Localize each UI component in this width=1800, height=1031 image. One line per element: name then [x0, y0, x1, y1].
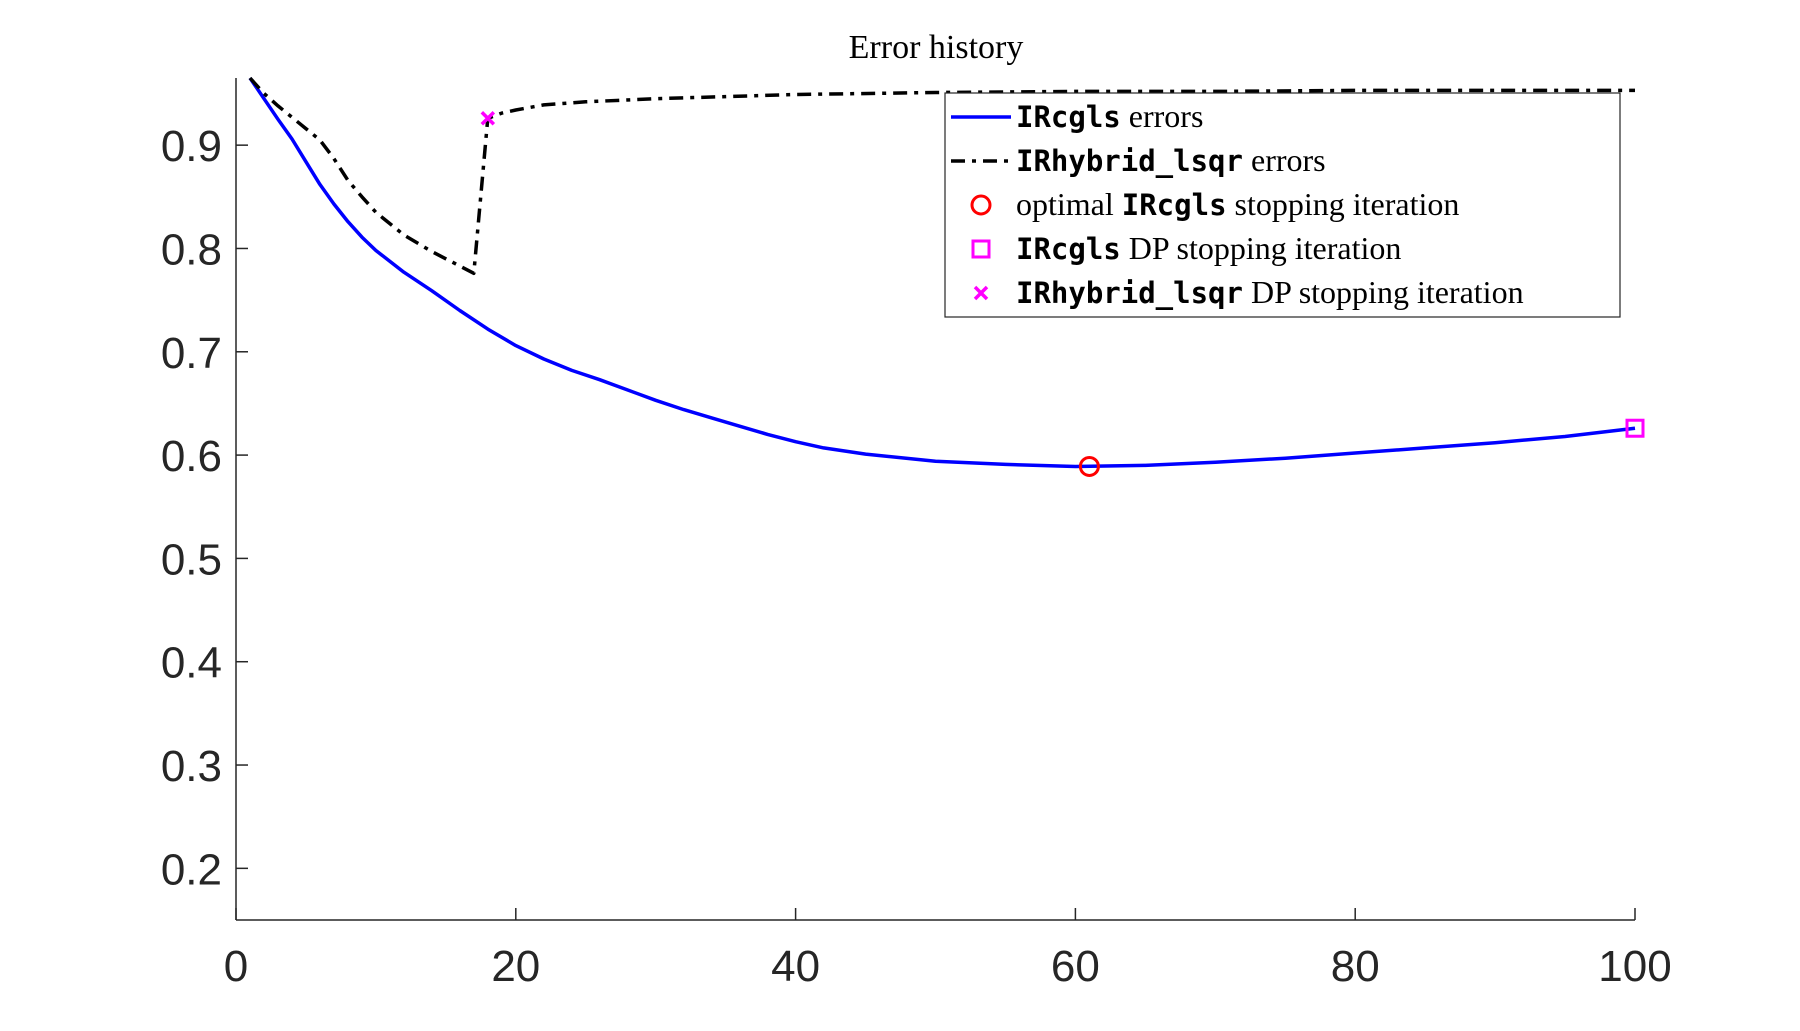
x-tick-label: 40 [771, 942, 820, 991]
y-tick-label: 0.4 [161, 639, 222, 688]
marker-square-2 [1625, 418, 1645, 438]
y-tick-label: 0.8 [161, 225, 222, 274]
axes: 0 20 40 60 80 100 0.2 0.3 0.4 0.5 0.6 0.7 0.8 0.9 [161, 78, 1672, 991]
legend-label-5: IRhybrid_lsqr DP stopping iteration [1016, 274, 1524, 310]
x-tick-label: 20 [491, 942, 540, 991]
x-tick-label: 0 [224, 942, 248, 991]
series-line-1 [248, 77, 1636, 469]
legend-label-4: IRcgls DP stopping iteration [1016, 230, 1401, 266]
legend-box [944, 92, 1621, 318]
legend-label-1: IRcgls errors [1016, 98, 1203, 134]
y-tick-label: 0.3 [161, 742, 222, 791]
legend-marker-3 [970, 194, 992, 216]
chart-title: Error history [849, 29, 1024, 66]
legend-label-2: IRhybrid_lsqr errors [1016, 142, 1326, 178]
x-tick-label: 100 [1598, 942, 1671, 991]
legend-label-3: optimal IRcgls stopping iteration [1016, 186, 1459, 222]
x-tick-label: 80 [1331, 942, 1380, 991]
legend: IRcgls errors IRhybrid_lsqr errors optimal… [944, 92, 1621, 318]
plot-area [248, 76, 1645, 477]
y-tick-label: 0.6 [161, 432, 222, 481]
x-tick-label: 60 [1051, 942, 1100, 991]
y-tick-label: 0.7 [161, 329, 222, 378]
y-tick-label: 0.9 [161, 122, 222, 171]
legend-marker-5 [973, 285, 989, 301]
legend-marker-4 [971, 239, 991, 259]
marker-x-3 [480, 111, 496, 126]
y-tick-label: 0.5 [161, 535, 222, 584]
marker-circle-1 [1078, 455, 1100, 477]
y-tick-label: 0.2 [161, 845, 222, 894]
